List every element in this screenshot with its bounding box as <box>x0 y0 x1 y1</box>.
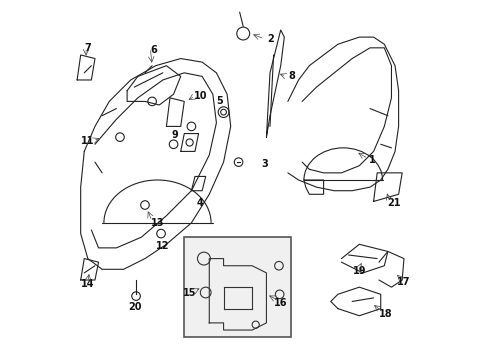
Text: 13: 13 <box>151 218 164 228</box>
Text: 16: 16 <box>274 298 288 308</box>
FancyBboxPatch shape <box>184 237 292 337</box>
Text: 21: 21 <box>388 198 401 208</box>
Text: 15: 15 <box>183 288 196 297</box>
Text: 6: 6 <box>150 45 157 55</box>
Text: 18: 18 <box>379 309 393 319</box>
Text: 3: 3 <box>261 159 268 169</box>
Text: 17: 17 <box>397 277 411 287</box>
Text: 2: 2 <box>268 34 274 44</box>
Text: 4: 4 <box>197 198 204 208</box>
Text: 1: 1 <box>368 156 375 165</box>
Text: 12: 12 <box>156 241 170 251</box>
Text: 10: 10 <box>194 91 207 101</box>
Text: 5: 5 <box>217 96 223 107</box>
Text: 11: 11 <box>81 136 95 146</box>
Text: 20: 20 <box>128 302 142 312</box>
Text: 19: 19 <box>353 266 366 276</box>
Text: 7: 7 <box>84 43 91 53</box>
Text: 14: 14 <box>81 279 95 289</box>
Text: 8: 8 <box>288 71 295 81</box>
Text: 9: 9 <box>172 130 179 140</box>
